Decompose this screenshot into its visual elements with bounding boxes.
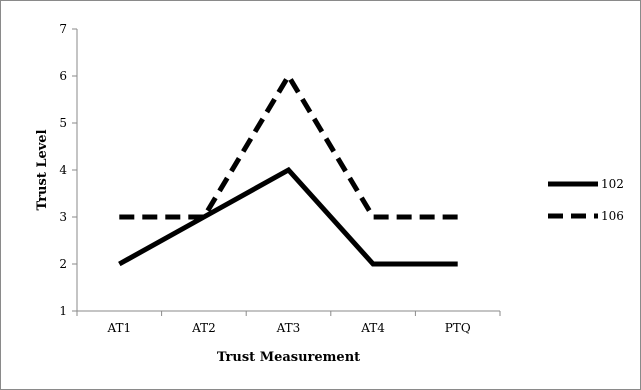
- y-tick-label: 3: [59, 210, 67, 224]
- x-axis-ticks: AT1 AT2 AT3 AT4 PTQ: [76, 311, 501, 335]
- y-tick-label: 5: [59, 116, 67, 130]
- x-axis-title: Trust Measurement: [217, 350, 360, 365]
- series-layer: [118, 71, 458, 267]
- y-tick-label: 2: [59, 257, 67, 271]
- x-tick-label: AT2: [191, 321, 216, 335]
- series-line-106: [119, 71, 458, 220]
- y-tick-label: 7: [59, 22, 67, 36]
- y-axis-title: Trust Level: [35, 129, 50, 210]
- y-tick-label: 1: [59, 304, 67, 318]
- y-axis-ticks: 1 2 3 4 5 6 7: [59, 22, 77, 318]
- x-tick-label: AT4: [360, 321, 385, 335]
- y-tick-label: 4: [59, 163, 67, 177]
- x-tick-label: PTQ: [445, 321, 471, 335]
- legend-label-106: 106: [601, 209, 624, 223]
- x-tick-label: AT1: [106, 321, 131, 335]
- x-tick-label: AT3: [276, 321, 301, 335]
- legend-label-102: 102: [601, 177, 624, 191]
- y-tick-label: 6: [59, 69, 67, 83]
- legend: 102 106: [548, 177, 624, 223]
